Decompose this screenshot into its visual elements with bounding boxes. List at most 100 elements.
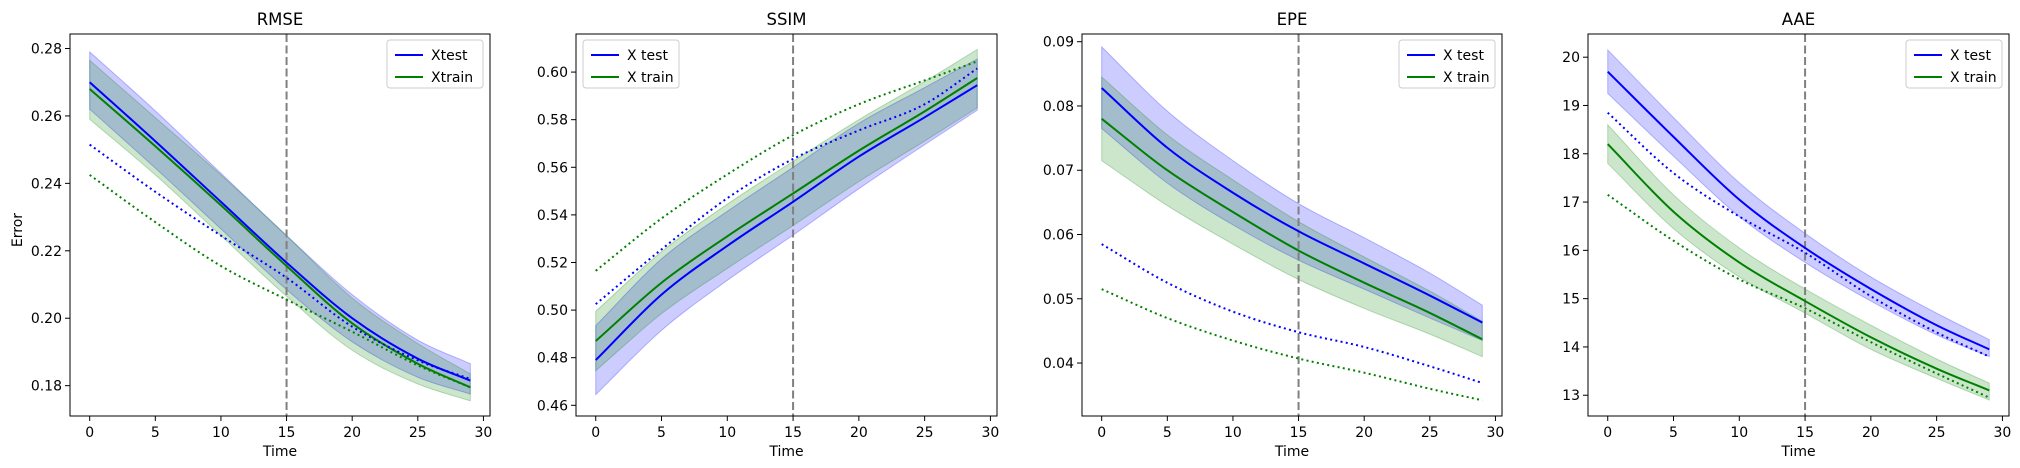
y-tick-label: 18 [1562, 147, 1580, 163]
x-tick-label: 15 [278, 425, 296, 441]
legend: X test X train [1905, 39, 2003, 89]
legend-label: X train [1443, 70, 1490, 86]
legend-label: X test [1443, 48, 1484, 64]
subplot-aae: 0 5 10 15 20 25 30 13 14 15 16 17 18 19 20 AAE Time X tes… [1562, 10, 2011, 460]
y-tick-label: 0.04 [1043, 356, 1074, 372]
x-tick-label: 10 [1224, 425, 1242, 441]
y-tick-label: 0.20 [31, 311, 62, 327]
x-tick-label: 15 [784, 425, 802, 441]
x-tick-label: 20 [343, 425, 361, 441]
y-tick-label: 14 [1562, 340, 1580, 356]
y-tick-label: 0.46 [537, 398, 568, 414]
x-tick-label: 0 [85, 425, 94, 441]
x-tick-label: 25 [409, 425, 427, 441]
series-line-x-train [1101, 118, 1483, 341]
axes-frame [575, 33, 998, 417]
y-tick-label: 0.24 [31, 176, 62, 192]
x-axis-label: Time [1780, 444, 1815, 460]
y-tick-label: 0.06 [1043, 228, 1074, 244]
series-line-xtrain [89, 88, 471, 389]
legend: Xtest Xtrain [386, 39, 484, 89]
plot-area [1101, 34, 1483, 416]
chart-title: AAE [1782, 10, 1815, 29]
x-tick-label: 20 [1355, 425, 1373, 441]
y-tick-label: 0.28 [31, 41, 62, 57]
subplot-ssim: 0 5 10 15 20 25 30 0.46 0.48 0.50 0.52 0.54 0.56 0.58… [537, 10, 1000, 460]
y-tick-label: 20 [1562, 50, 1580, 66]
plot-area [1607, 34, 1990, 416]
y-tick-label: 0.08 [1043, 99, 1074, 115]
plot-area [595, 34, 978, 416]
plot-area [89, 34, 471, 416]
x-tick-label: 15 [1796, 425, 1814, 441]
dotted-line-green [89, 174, 471, 389]
confidence-band-x-train [1607, 123, 1990, 401]
legend-label: X train [627, 70, 674, 86]
y-tick-label: 19 [1562, 98, 1580, 114]
legend-label: X test [627, 48, 668, 64]
legend-label: X test [1950, 48, 1991, 64]
legend: X test X train [1398, 39, 1496, 89]
chart-title: RMSE [257, 10, 304, 29]
y-tick-label: 16 [1562, 243, 1580, 259]
legend-label: Xtest [431, 48, 468, 64]
series-line-xtest [89, 81, 471, 382]
chart-title: SSIM [766, 10, 806, 29]
axes-frame [1587, 33, 2010, 417]
x-tick-label: 10 [1730, 425, 1748, 441]
series-line-x-test [595, 84, 978, 361]
confidence-band-x-test [1607, 48, 1990, 358]
y-tick-label: 0.58 [537, 113, 568, 129]
legend-label: X train [1950, 70, 1997, 86]
y-axis-label: Error [10, 213, 26, 247]
x-axis-label: Time [768, 444, 803, 460]
y-tick-label: 0.22 [31, 244, 62, 260]
y-tick-label: 13 [1562, 388, 1580, 404]
x-tick-label: 15 [1290, 425, 1308, 441]
y-tick-label: 17 [1562, 195, 1580, 211]
series-line-x-test [1607, 70, 1990, 351]
y-tick-label: 15 [1562, 292, 1580, 308]
confidence-band-xtest [89, 50, 471, 395]
y-tick-label: 0.60 [537, 65, 568, 81]
series-line-x-train [1607, 143, 1990, 392]
x-tick-label: 30 [1994, 425, 2012, 441]
y-tick-label: 0.18 [31, 379, 62, 395]
y-tick-label: 0.26 [31, 109, 62, 125]
y-tick-label: 0.07 [1043, 163, 1074, 179]
y-tick-label: 0.05 [1043, 292, 1074, 308]
y-tick-label: 0.50 [537, 303, 568, 319]
x-tick-label: 5 [1669, 425, 1678, 441]
x-tick-label: 5 [657, 425, 666, 441]
y-tick-label: 0.54 [537, 208, 568, 224]
x-tick-label: 30 [1487, 425, 1505, 441]
confidence-band-xtrain [89, 59, 471, 402]
x-tick-label: 20 [850, 425, 868, 441]
series-line-x-train [595, 77, 978, 342]
confidence-band-x-test [1101, 45, 1483, 342]
x-tick-label: 0 [591, 425, 600, 441]
x-tick-label: 5 [1163, 425, 1172, 441]
x-tick-label: 25 [916, 425, 934, 441]
dotted-line-blue [1101, 243, 1483, 384]
subplot-epe: 0 5 10 15 20 25 30 0.04 0.05 0.06 0.07 0.08 0.09 EPE T… [1043, 10, 1505, 460]
y-tick-label: 0.09 [1043, 35, 1074, 51]
x-tick-label: 0 [1097, 425, 1106, 441]
legend: X test X train [582, 39, 680, 89]
x-tick-label: 30 [475, 425, 493, 441]
x-tick-label: 10 [718, 425, 736, 441]
x-tick-label: 0 [1603, 425, 1612, 441]
dotted-line-green [595, 60, 978, 272]
subplot-rmse: 0 5 10 15 20 25 30 0.18 0.20 0.22 0.24 0.26 0.28 RMSE… [31, 10, 493, 460]
series-line-x-test [1101, 87, 1483, 324]
x-tick-label: 5 [151, 425, 160, 441]
dotted-line-blue [595, 67, 978, 305]
x-axis-label: Time [1274, 444, 1309, 460]
x-tick-label: 25 [1421, 425, 1439, 441]
axes-frame [1081, 33, 1503, 417]
chart-title: EPE [1277, 10, 1308, 29]
legend-label: Xtrain [431, 70, 473, 86]
x-tick-label: 25 [1928, 425, 1946, 441]
x-tick-label: 20 [1862, 425, 1880, 441]
